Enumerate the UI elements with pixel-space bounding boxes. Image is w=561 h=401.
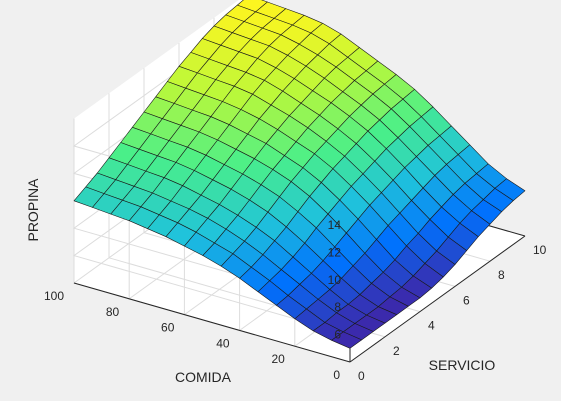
x-tick-label: 10 [533, 243, 547, 257]
x-tick-label: 6 [463, 293, 470, 307]
tick-labels: 6 8 10 12 14 0 20 40 60 80 100 0 2 4 6 8 10 [44, 218, 547, 383]
x-axis-line [349, 235, 526, 363]
x-tick-label: 2 [393, 344, 400, 358]
z-tick-label: 8 [334, 300, 341, 314]
y-tick-label: 20 [271, 352, 285, 366]
y-tick-label: 40 [216, 336, 230, 350]
y-axis-label: COMIDA [175, 369, 232, 385]
x-tick-label: 4 [428, 319, 435, 333]
x-tick-label: 8 [498, 268, 505, 282]
y-tick-label: 100 [44, 289, 64, 303]
y-tick-label: 60 [161, 321, 175, 335]
z-tick-label: 6 [334, 328, 341, 342]
z-tick-label: 12 [328, 245, 342, 259]
y-tick-label: 80 [106, 305, 120, 319]
y-axis-line [73, 282, 351, 363]
x-tick-label: 0 [358, 369, 365, 383]
surface-mesh [73, 0, 526, 349]
x-axis-label: SERVICIO [429, 357, 496, 373]
y-tick-label: 0 [333, 368, 340, 382]
z-tick-label: 10 [328, 273, 342, 287]
surface-patch [331, 331, 363, 349]
z-axis-label: PROPINA [25, 178, 41, 242]
z-tick-label: 14 [328, 218, 342, 232]
